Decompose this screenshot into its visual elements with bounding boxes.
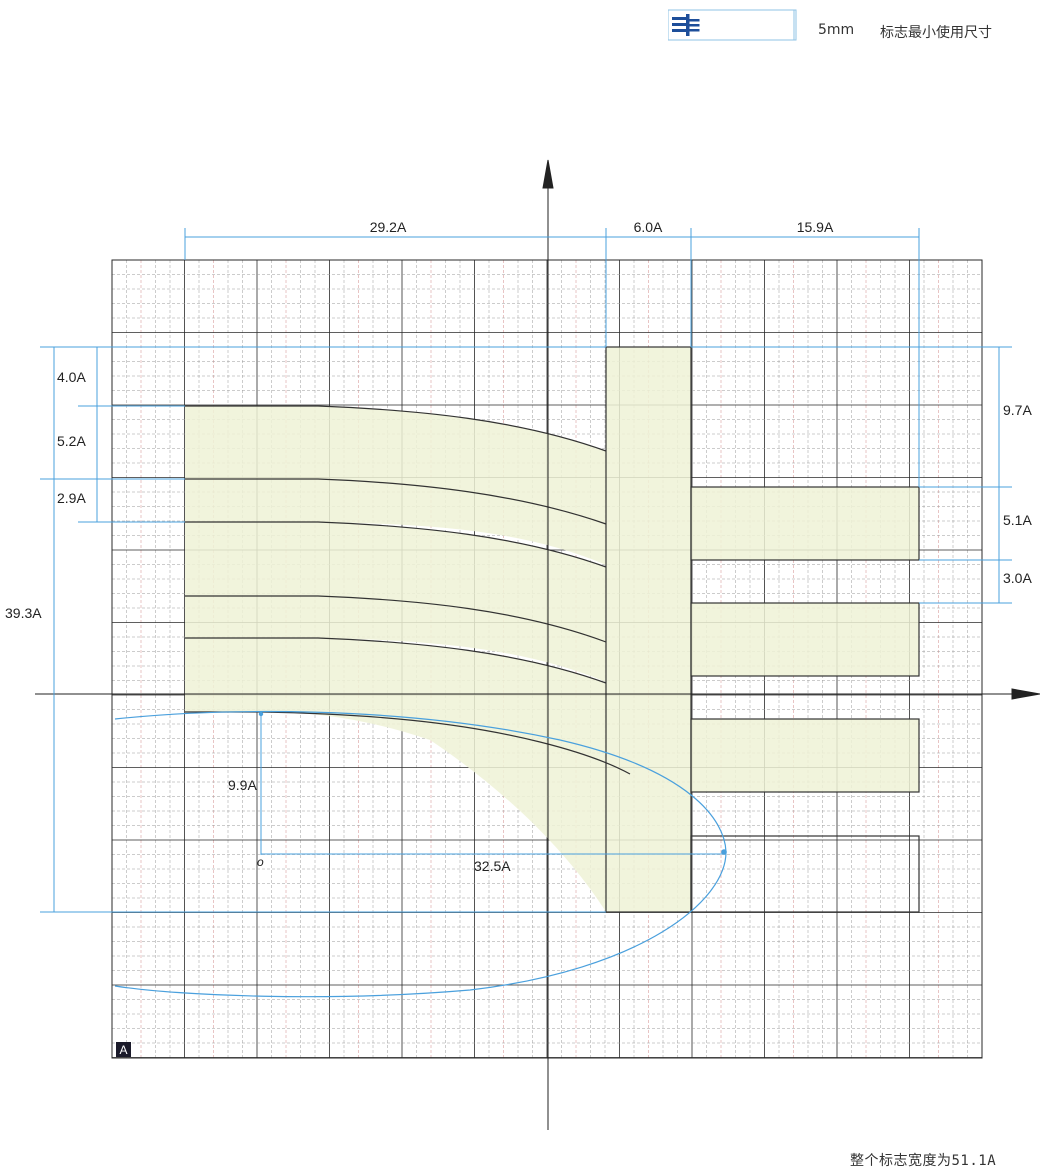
dim-inner-vertical: 9.9A xyxy=(228,777,257,793)
dim-left-second: 5.2A xyxy=(57,433,86,449)
grid-frame xyxy=(111,259,983,1059)
logo-curved-band xyxy=(185,406,606,565)
dim-inner-horizontal: 32.5A xyxy=(474,858,511,874)
dim-left-total: 39.3A xyxy=(5,605,42,621)
logo-outlines xyxy=(185,346,920,913)
logo-right-bar xyxy=(691,487,919,560)
footer-note: 整个标志宽度为51.1A xyxy=(850,1153,997,1169)
logo-right-bar xyxy=(691,719,919,792)
grid-unit-badge xyxy=(116,1042,131,1057)
dimension-labels: 29.2A 6.0A 15.9A 4.0A 5.2A 2.9A 39.3A 9.… xyxy=(5,219,1032,874)
min-size-caption: 标志最小使用尺寸 xyxy=(880,25,992,41)
dimension-markers xyxy=(258,711,727,855)
min-size-logo xyxy=(668,9,797,41)
min-size-value: 5mm xyxy=(818,22,855,38)
dimension-lines xyxy=(40,228,1012,913)
logo-curved-band xyxy=(185,638,606,912)
axes xyxy=(35,159,1040,1130)
axis-arrow-right-icon xyxy=(1011,688,1040,700)
dim-right-middle: 5.1A xyxy=(1003,512,1032,528)
dim-top-middle: 6.0A xyxy=(634,219,663,235)
logo-mark-icon xyxy=(672,14,700,36)
logo-shape xyxy=(185,347,919,912)
dim-left-third: 2.9A xyxy=(57,490,86,506)
origin-label: o xyxy=(257,855,264,869)
dim-right-top: 9.7A xyxy=(1003,402,1032,418)
dim-top-right: 15.9A xyxy=(797,219,834,235)
logo-curved-band xyxy=(185,522,606,682)
axis-arrow-up-icon xyxy=(542,159,554,189)
min-size-box xyxy=(668,9,797,41)
logo-right-bar xyxy=(691,603,919,676)
dim-top-left: 29.2A xyxy=(370,219,407,235)
logo-vertical-bar xyxy=(606,347,691,912)
dim-left-top: 4.0A xyxy=(57,369,86,385)
grid-unit-badge-label: A xyxy=(119,1043,127,1057)
dim-right-bottom: 3.0A xyxy=(1003,570,1032,586)
